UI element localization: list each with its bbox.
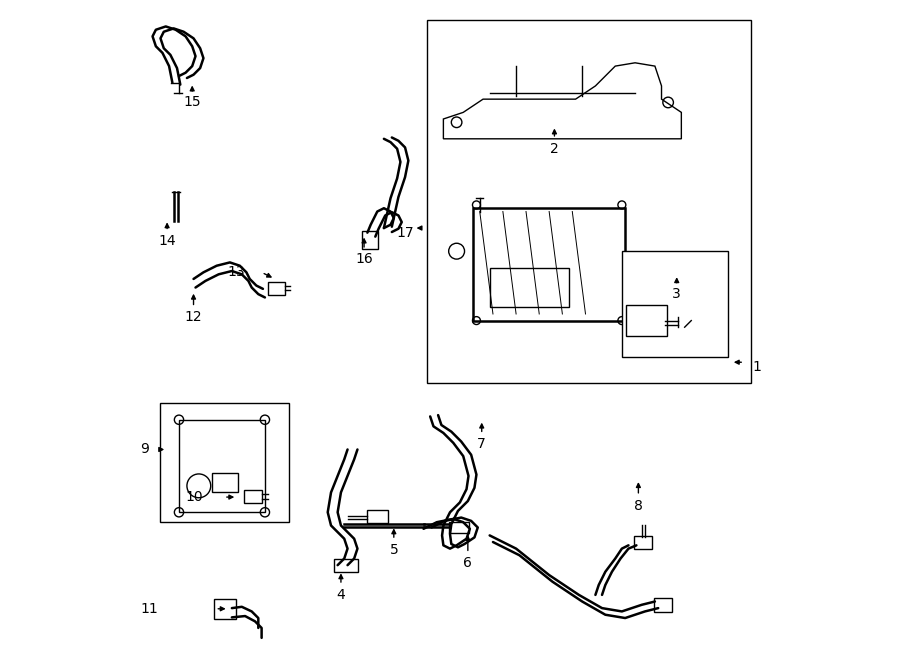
FancyBboxPatch shape [473, 208, 626, 321]
FancyBboxPatch shape [366, 510, 388, 523]
Text: 12: 12 [184, 310, 202, 325]
Polygon shape [444, 63, 681, 139]
Text: 4: 4 [337, 588, 346, 602]
FancyBboxPatch shape [334, 559, 358, 572]
Bar [212, 473, 238, 492]
Text: 7: 7 [477, 437, 486, 451]
Text: 1: 1 [752, 360, 761, 374]
Text: 8: 8 [634, 498, 643, 513]
Bar [490, 268, 569, 307]
Bar [160, 403, 290, 522]
Text: 9: 9 [140, 442, 149, 457]
Text: 3: 3 [672, 287, 681, 301]
Text: 16: 16 [356, 252, 373, 266]
Bar [622, 251, 727, 357]
Text: 5: 5 [390, 543, 398, 557]
Text: 10: 10 [185, 490, 202, 504]
Text: 11: 11 [140, 602, 158, 616]
FancyBboxPatch shape [654, 598, 672, 612]
FancyBboxPatch shape [267, 282, 285, 295]
Bar [179, 420, 265, 512]
Text: 17: 17 [396, 225, 414, 240]
FancyBboxPatch shape [634, 536, 652, 549]
FancyBboxPatch shape [214, 599, 237, 619]
FancyBboxPatch shape [449, 522, 469, 533]
FancyBboxPatch shape [626, 305, 667, 336]
Text: 13: 13 [228, 265, 245, 280]
Text: 6: 6 [464, 556, 472, 570]
Text: 2: 2 [550, 141, 559, 156]
Text: 14: 14 [158, 234, 176, 249]
Text: 15: 15 [184, 95, 201, 110]
FancyBboxPatch shape [362, 231, 378, 249]
Bar [427, 20, 751, 383]
FancyBboxPatch shape [245, 490, 262, 503]
